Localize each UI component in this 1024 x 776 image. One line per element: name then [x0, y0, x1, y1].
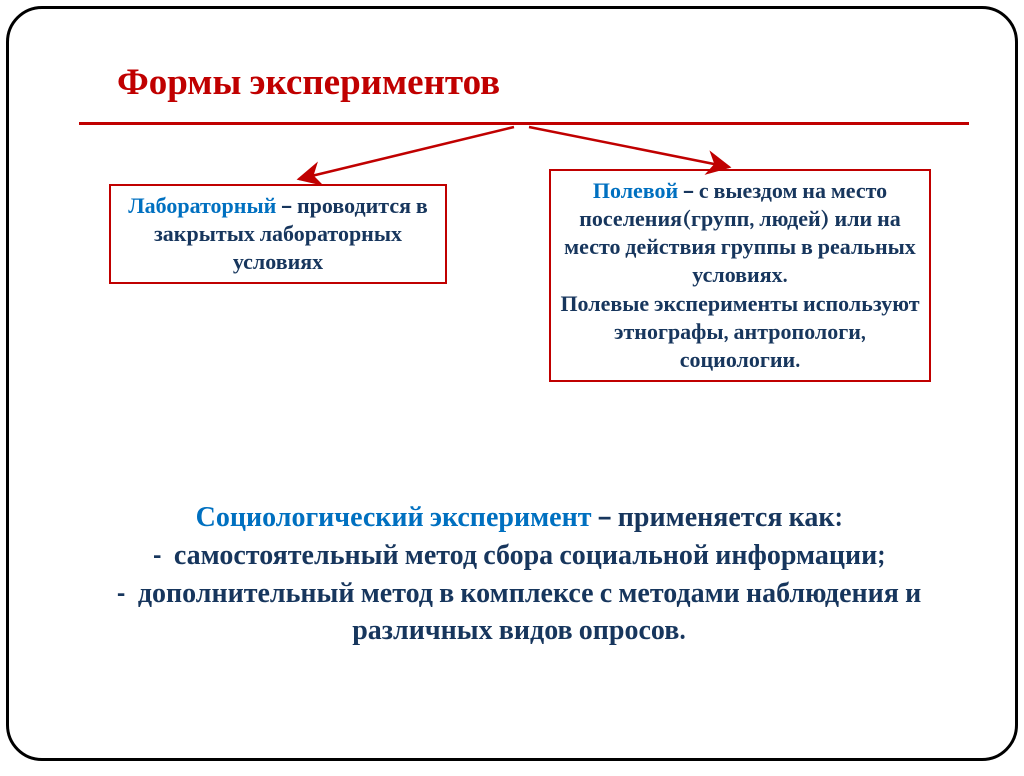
summary-bullet-2: - дополнительный метод в комплексе с мет… [117, 577, 921, 647]
summary-block: Социологический эксперимент – применяетс… [69, 499, 969, 650]
summary-lead: – применяется как: [591, 501, 842, 533]
summary-bullet-1: - самостоятельный метод сбора социальной… [153, 539, 885, 571]
box-laboratory: Лабораторный – проводится в закрытых лаб… [109, 184, 447, 284]
box-laboratory-term: Лабораторный [128, 193, 276, 219]
summary-bullet-1-text: самостоятельный метод сбора социальной и… [174, 539, 885, 571]
arrow-right [9, 9, 1024, 776]
slide-frame: Формы экспериментов Лабораторный – прово… [6, 6, 1018, 761]
box-field: Полевой – с выездом на место поселения(г… [549, 169, 931, 382]
box-field-term: Полевой [593, 178, 678, 204]
summary-term: Социологический эксперимент [196, 501, 592, 533]
box-field-desc2: Полевые эксперименты используют этнограф… [560, 291, 919, 373]
summary-bullet-2-text: дополнительный метод в комплексе с метод… [138, 577, 921, 647]
